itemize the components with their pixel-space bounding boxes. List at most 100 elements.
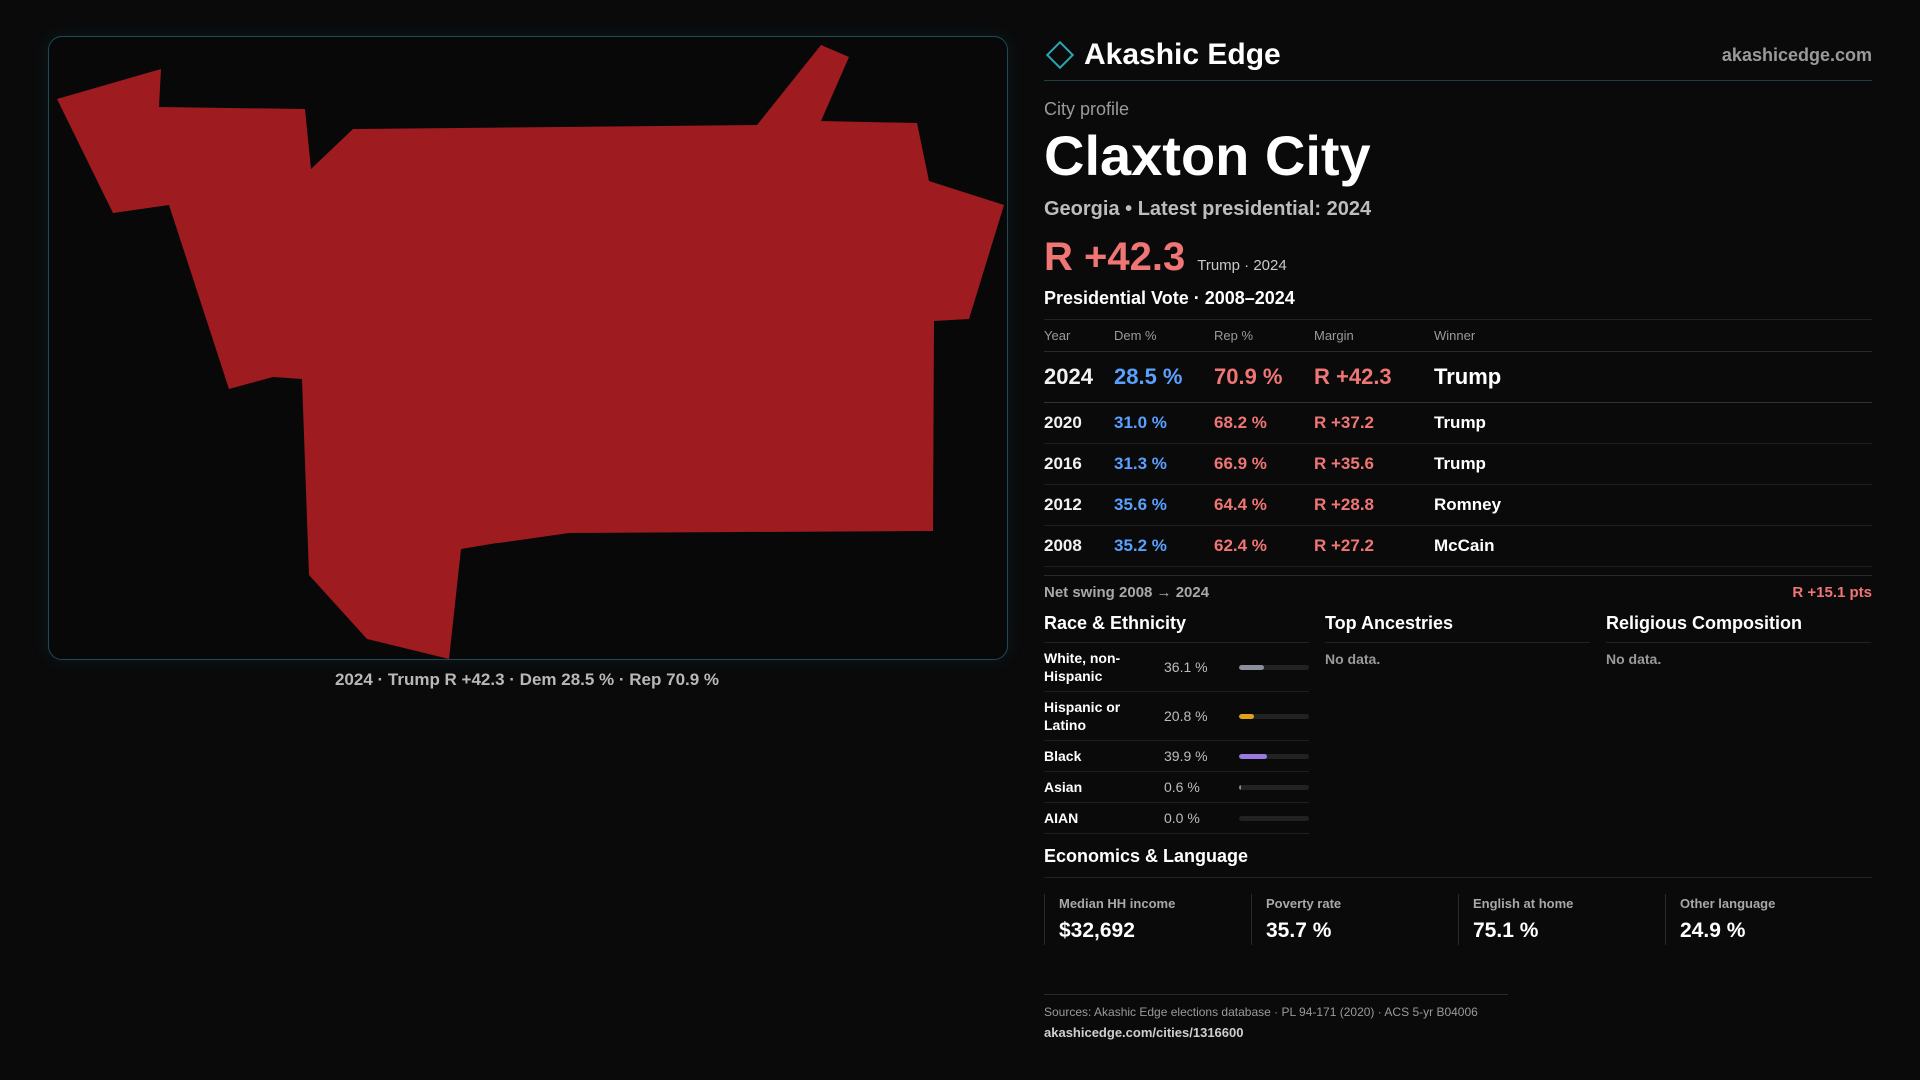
- year-cell: 2016: [1044, 443, 1114, 485]
- race-name: Asian: [1044, 779, 1083, 795]
- year-cell: 2012: [1044, 484, 1114, 526]
- stat-label: Other language: [1680, 896, 1776, 911]
- dem-cell: 31.0 %: [1114, 402, 1214, 444]
- site-link[interactable]: akashicedge.com: [1721, 44, 1872, 65]
- religion-title: Religious Composition: [1606, 613, 1871, 643]
- rep-cell: 68.2 %: [1214, 402, 1314, 444]
- margin-cell: R +37.2: [1314, 402, 1434, 444]
- race-name: Black: [1044, 748, 1082, 764]
- col-winner: Winner: [1434, 320, 1872, 352]
- votes-title: Presidential Vote · 2008–2024: [1044, 288, 1872, 320]
- stat-other-language: Other language 24.9 %: [1665, 894, 1872, 945]
- stat-median-income: Median HH income $32,692: [1044, 894, 1251, 945]
- rep-cell: 62.4 %: [1214, 525, 1314, 567]
- list-item: AIAN 0.0 %: [1044, 803, 1309, 834]
- race-value: 36.1 %: [1164, 659, 1208, 675]
- dem-cell: 31.3 %: [1114, 443, 1214, 485]
- sources-text: Sources: Akashic Edge elections database…: [1044, 1005, 1478, 1019]
- net-swing: Net swing 2008 → 2024 R +15.1 pts: [1044, 575, 1872, 601]
- list-item: Black 39.9 %: [1044, 741, 1309, 772]
- stat-value: 24.9 %: [1680, 919, 1746, 942]
- ancestries-section: Top Ancestries No data.: [1325, 613, 1590, 834]
- religion-section: Religious Composition No data.: [1606, 613, 1871, 834]
- year-cell: 2020: [1044, 402, 1114, 444]
- stat-value: $32,692: [1059, 919, 1135, 942]
- brand-name: Akashic Edge: [1084, 38, 1281, 71]
- dem-cell: 35.6 %: [1114, 484, 1214, 526]
- race-bar: [1239, 664, 1309, 670]
- stat-english-home: English at home 75.1 %: [1458, 894, 1665, 945]
- year-cell: 2008: [1044, 525, 1114, 567]
- race-name: AIAN: [1044, 810, 1079, 826]
- page-url-link[interactable]: akashicedge.com/cities/1316600: [1044, 1025, 1244, 1040]
- header: Akashic Edge akashicedge.com: [1044, 30, 1872, 81]
- table-row: 2008 35.2 % 62.4 % R +27.2 McCain: [1044, 525, 1872, 567]
- diamond-logo-icon: [1045, 40, 1075, 70]
- swing-value: R +15.1 pts: [1792, 584, 1872, 601]
- ancestries-title: Top Ancestries: [1325, 613, 1590, 643]
- race-name: Hispanic or Latino: [1044, 699, 1121, 733]
- list-item: Hispanic or Latino 20.8 %: [1044, 692, 1309, 741]
- col-margin: Margin: [1314, 320, 1434, 352]
- table-row: 2012 35.6 % 64.4 % R +28.8 Romney: [1044, 484, 1872, 526]
- headline-margin: R +42.3 Trump · 2024: [1044, 235, 1872, 280]
- col-rep: Rep %: [1214, 320, 1314, 352]
- winner-cell: Romney: [1434, 484, 1872, 526]
- list-item: White, non-Hispanic 36.1 %: [1044, 643, 1309, 692]
- race-value: 0.0 %: [1164, 810, 1200, 826]
- profile-panel: Akashic Edge akashicedge.com City profil…: [1044, 30, 1872, 945]
- race-value: 0.6 %: [1164, 779, 1200, 795]
- ancestries-empty: No data.: [1325, 651, 1381, 667]
- margin-cell: R +28.8: [1314, 484, 1434, 526]
- table-row: 2020 31.0 % 68.2 % R +37.2 Trump: [1044, 402, 1872, 444]
- year-cell: 2024: [1044, 351, 1114, 403]
- winner-cell: Trump: [1434, 402, 1872, 444]
- winner-cell: Trump: [1434, 351, 1872, 403]
- rep-cell: 70.9 %: [1214, 351, 1314, 403]
- race-bar-fill: [1239, 713, 1254, 719]
- margin-cell: R +27.2: [1314, 525, 1434, 567]
- winner-cell: Trump: [1434, 443, 1872, 485]
- race-value: 39.9 %: [1164, 748, 1208, 764]
- race-title: Race & Ethnicity: [1044, 613, 1309, 643]
- stat-label: English at home: [1473, 896, 1574, 911]
- votes-header-row: Year Dem % Rep % Margin Winner: [1044, 320, 1872, 352]
- stat-label: Poverty rate: [1266, 896, 1342, 911]
- margin-note: Trump · 2024: [1197, 257, 1287, 274]
- footer: Sources: Akashic Edge elections database…: [1044, 994, 1508, 1040]
- winner-cell: McCain: [1434, 525, 1872, 567]
- race-value: 20.8 %: [1164, 708, 1208, 724]
- margin-value: R +42.3: [1044, 235, 1186, 279]
- race-bar: [1239, 815, 1309, 821]
- race-bar: [1239, 784, 1309, 790]
- city-boundary-shape: [57, 45, 1004, 659]
- col-dem: Dem %: [1114, 320, 1214, 352]
- table-row: 2024 28.5 % 70.9 % R +42.3 Trump: [1044, 351, 1872, 403]
- table-row: 2016 31.3 % 66.9 % R +35.6 Trump: [1044, 443, 1872, 485]
- rep-cell: 66.9 %: [1214, 443, 1314, 485]
- city-boundary-map: [57, 45, 1004, 659]
- page-title: Claxton City: [1044, 124, 1371, 187]
- race-bar: [1239, 753, 1309, 759]
- stat-value: 35.7 %: [1266, 919, 1332, 942]
- race-bar-fill: [1239, 664, 1265, 670]
- col-year: Year: [1044, 320, 1114, 352]
- swing-label: Net swing 2008 → 2024: [1044, 584, 1210, 601]
- dem-cell: 35.2 %: [1114, 525, 1214, 567]
- dem-cell: 28.5 %: [1114, 351, 1214, 403]
- stat-value: 75.1 %: [1473, 919, 1539, 942]
- margin-cell: R +42.3: [1314, 351, 1434, 403]
- stat-poverty-rate: Poverty rate 35.7 %: [1251, 894, 1458, 945]
- demographics-columns: Race & Ethnicity White, non-Hispanic 36.…: [1044, 613, 1872, 834]
- page-subtitle: Georgia • Latest presidential: 2024: [1044, 198, 1372, 220]
- race-bar-fill: [1239, 753, 1267, 759]
- religion-empty: No data.: [1606, 651, 1662, 667]
- votes-table: Year Dem % Rep % Margin Winner 2024 28.5…: [1044, 320, 1872, 567]
- race-section: Race & Ethnicity White, non-Hispanic 36.…: [1044, 613, 1309, 834]
- race-bar: [1239, 713, 1309, 719]
- list-item: Asian 0.6 %: [1044, 772, 1309, 803]
- city-map: [48, 36, 1008, 660]
- race-bar-fill: [1239, 784, 1241, 790]
- economics-title: Economics & Language: [1044, 846, 1872, 878]
- rep-cell: 64.4 %: [1214, 484, 1314, 526]
